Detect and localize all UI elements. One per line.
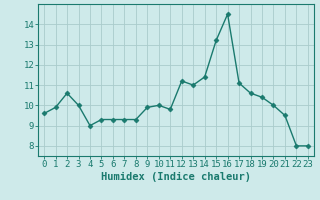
X-axis label: Humidex (Indice chaleur): Humidex (Indice chaleur) xyxy=(101,172,251,182)
